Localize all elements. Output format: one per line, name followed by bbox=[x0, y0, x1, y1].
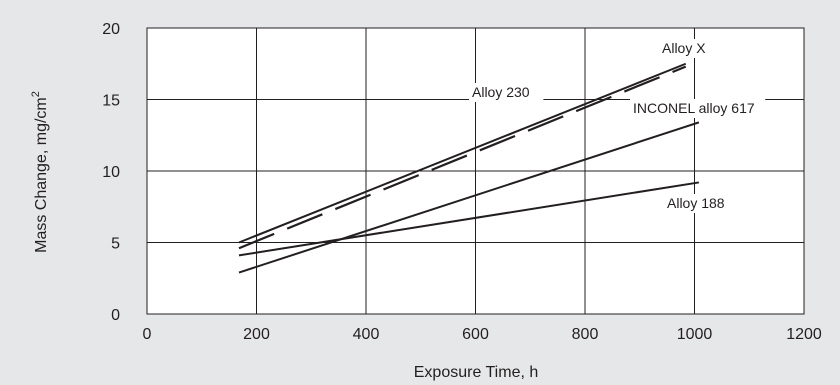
series-label: Alloy 188 bbox=[667, 195, 725, 211]
series-label-bg bbox=[664, 194, 739, 213]
series-label: Alloy 230 bbox=[472, 84, 530, 100]
series-label-bg bbox=[630, 99, 766, 118]
x-tick-label: 1200 bbox=[786, 326, 822, 343]
x-tick-label: 1000 bbox=[677, 326, 713, 343]
series-lines bbox=[238, 62, 700, 274]
y-axis-title-superscript: 2 bbox=[30, 91, 42, 97]
series-line bbox=[238, 65, 687, 250]
y-tick-label: 20 bbox=[102, 21, 120, 38]
x-tick-labels: 0 200 400 600 800 1000 1200 bbox=[143, 326, 822, 343]
x-tick-label: 800 bbox=[572, 326, 599, 343]
y-tick-labels: 0 5 10 15 20 bbox=[102, 21, 120, 324]
x-tick-label: 0 bbox=[143, 326, 152, 343]
series-label: Alloy X bbox=[662, 40, 706, 56]
series-label-bg bbox=[659, 39, 719, 58]
series-label-bg bbox=[469, 83, 544, 102]
series-line bbox=[238, 62, 687, 244]
x-tick-label: 200 bbox=[243, 326, 270, 343]
y-tick-label: 5 bbox=[111, 236, 120, 253]
y-tick-label: 0 bbox=[111, 307, 120, 324]
series-line bbox=[238, 121, 700, 274]
series-labels: Alloy X Alloy 230 INCONEL alloy 617 Alloy 1… bbox=[469, 39, 766, 213]
series-line bbox=[238, 181, 700, 257]
y-axis-title: Mass Change, mg/cm2 bbox=[30, 91, 50, 253]
y-tick-label: 10 bbox=[102, 164, 120, 181]
x-axis-title: Exposure Time, h bbox=[414, 364, 539, 381]
y-tick-label: 15 bbox=[102, 93, 120, 110]
series-label: INCONEL alloy 617 bbox=[633, 100, 755, 116]
x-tick-label: 400 bbox=[353, 326, 380, 343]
y-axis-title-text: Mass Change, mg/cm bbox=[33, 97, 50, 253]
x-tick-label: 600 bbox=[462, 326, 489, 343]
